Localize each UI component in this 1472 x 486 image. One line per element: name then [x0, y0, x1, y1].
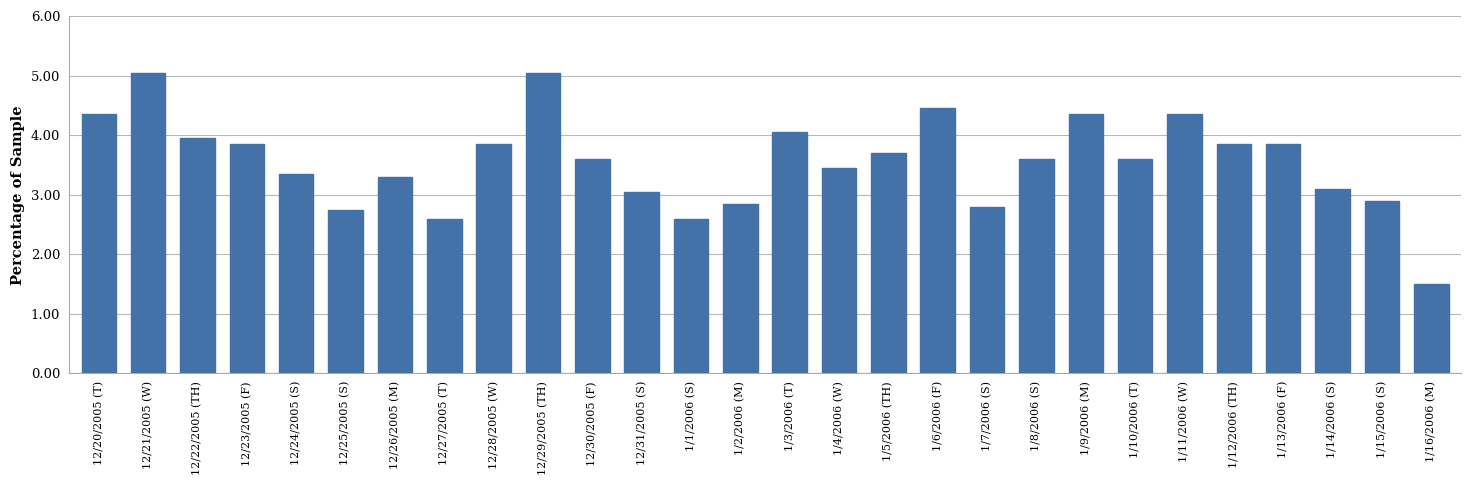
Bar	[576, 159, 609, 373]
Bar	[920, 108, 955, 373]
Bar	[131, 73, 165, 373]
Bar	[970, 207, 1004, 373]
Bar	[1316, 189, 1350, 373]
Bar	[773, 132, 807, 373]
Bar	[1216, 144, 1251, 373]
Y-axis label: Percentage of Sample: Percentage of Sample	[12, 105, 25, 285]
Bar	[1117, 159, 1153, 373]
Bar	[723, 204, 758, 373]
Bar	[1266, 144, 1300, 373]
Bar	[278, 174, 314, 373]
Bar	[674, 219, 708, 373]
Bar	[1365, 201, 1400, 373]
Bar	[1167, 114, 1201, 373]
Bar	[328, 209, 362, 373]
Bar	[477, 144, 511, 373]
Bar	[180, 138, 215, 373]
Bar	[1019, 159, 1054, 373]
Bar	[526, 73, 561, 373]
Bar	[427, 219, 462, 373]
Bar	[81, 114, 116, 373]
Bar	[1069, 114, 1103, 373]
Bar	[821, 168, 857, 373]
Bar	[378, 177, 412, 373]
Bar	[230, 144, 263, 373]
Bar	[1415, 284, 1448, 373]
Bar	[871, 153, 905, 373]
Bar	[624, 192, 659, 373]
